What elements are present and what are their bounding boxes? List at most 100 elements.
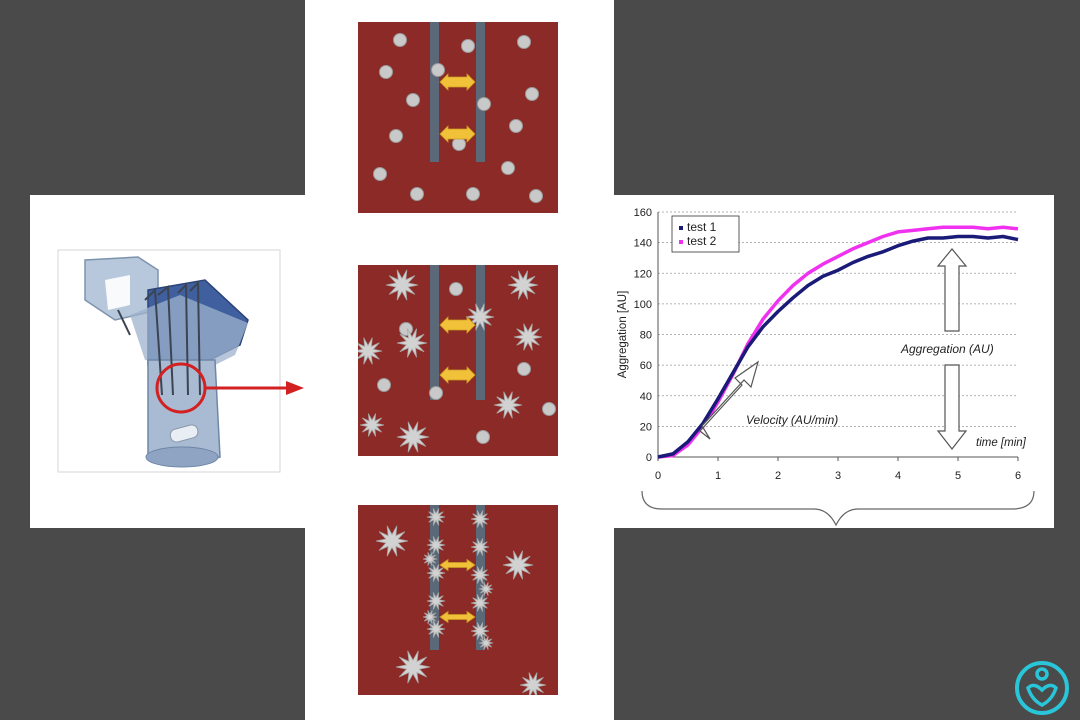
activated-platelet — [385, 269, 419, 301]
activated-platelet — [422, 552, 438, 566]
y-tick-label: 40 — [640, 391, 652, 403]
activated-platelet — [396, 328, 428, 358]
resting-platelet — [377, 378, 391, 392]
impedance-arrow-icon — [439, 316, 476, 334]
activated-platelet — [493, 391, 523, 419]
resting-platelet — [373, 167, 387, 181]
y-tick-label: 100 — [634, 299, 652, 311]
velocity-annotation: Velocity (AU/min) — [746, 413, 838, 427]
activated-platelet — [426, 508, 446, 526]
series-line-test-1 — [657, 234, 1019, 459]
x-axis-label: time [min] — [976, 437, 1027, 449]
x-tick-label: 0 — [655, 470, 661, 482]
resting-platelet — [517, 35, 531, 49]
activated-platelet — [502, 550, 534, 580]
activated-platelet — [519, 672, 547, 698]
pointer-arrow-icon — [205, 381, 304, 395]
legend-marker — [679, 240, 683, 244]
y-axis-label: Aggregation [AU] — [617, 291, 629, 379]
aggregation-annotation: Aggregation (AU) — [900, 342, 994, 356]
resting-platelet — [410, 187, 424, 201]
chart-panel: 0 20 40 60 80 100 120 140 160 0 1 2 3 4 5 6 Aggregation … — [614, 195, 1054, 528]
resting-platelet — [509, 119, 523, 133]
activated-platelet — [470, 622, 490, 640]
resting-platelet — [429, 386, 443, 400]
y-tick-label: 140 — [634, 238, 652, 250]
electrode-wire — [430, 22, 439, 162]
activated-platelet — [513, 323, 543, 351]
aggregation-down-arrow-icon — [936, 364, 968, 450]
legend-label: test 1 — [687, 220, 717, 234]
test-cuvette-icon — [84, 256, 249, 468]
y-tick-label: 80 — [640, 330, 652, 342]
aggregation-chart: 0 20 40 60 80 100 120 140 160 0 1 2 3 4 5 6 Aggregation … — [617, 207, 1035, 527]
activated-platelet — [396, 421, 430, 453]
resting-platelet — [399, 322, 413, 336]
resting-platelet — [476, 430, 490, 444]
activated-platelet — [470, 510, 490, 528]
resting-platelet — [501, 161, 515, 175]
electrode-wire — [476, 22, 485, 162]
legend-marker — [679, 226, 683, 230]
y-tick-label: 60 — [640, 360, 652, 372]
resting-platelet — [517, 362, 531, 376]
velocity-arrow-icon — [699, 360, 760, 440]
resting-platelet — [452, 137, 466, 151]
activated-platelet — [478, 582, 494, 596]
brand-logo-icon — [1015, 661, 1069, 715]
activated-platelet — [426, 592, 446, 610]
stage-aggregated-on-electrodes — [358, 505, 558, 698]
resting-platelet — [389, 129, 403, 143]
impedance-arrow-icon — [439, 558, 476, 572]
resting-platelet — [449, 282, 463, 296]
resting-platelet — [406, 93, 420, 107]
activated-platelet — [426, 564, 446, 582]
activated-platelet — [422, 610, 438, 624]
legend-label: test 2 — [687, 234, 717, 248]
device-panel — [30, 195, 305, 528]
resting-platelet — [529, 189, 543, 203]
activated-platelet — [465, 303, 495, 331]
y-tick-label: 160 — [634, 207, 652, 219]
aggregation-up-arrow-icon — [936, 248, 968, 332]
sample-chamber — [358, 22, 558, 213]
x-tick-label: 3 — [835, 470, 841, 482]
time-brace — [641, 490, 1035, 527]
x-tick-label: 2 — [775, 470, 781, 482]
activated-platelet — [470, 538, 490, 556]
y-tick-label: 120 — [634, 268, 652, 280]
resting-platelet — [477, 97, 491, 111]
impedance-arrow-icon — [439, 610, 476, 624]
resting-platelet — [542, 402, 556, 416]
activated-platelet — [426, 536, 446, 554]
electrode-wire — [476, 265, 485, 400]
stage-resting-platelets — [358, 22, 558, 213]
x-tick-label: 6 — [1015, 470, 1021, 482]
resting-platelet — [525, 87, 539, 101]
activated-platelet — [478, 636, 494, 650]
resting-platelet — [379, 65, 393, 79]
impedance-arrow-icon — [439, 366, 476, 384]
x-tick-label: 1 — [715, 470, 721, 482]
activated-platelet — [507, 270, 539, 300]
activated-platelet — [375, 525, 409, 557]
activated-platelet — [470, 594, 490, 612]
electrode-wire — [430, 265, 439, 400]
resting-platelet — [393, 33, 407, 47]
x-tick-label: 5 — [955, 470, 961, 482]
device-illustration — [57, 249, 304, 473]
impedance-arrow-icon — [439, 125, 476, 143]
activated-platelet — [426, 620, 446, 638]
y-tick-label: 20 — [640, 421, 652, 433]
activated-platelet — [359, 413, 385, 437]
resting-platelet — [431, 63, 445, 77]
y-tick-label: 0 — [646, 452, 652, 464]
resting-platelet — [461, 39, 475, 53]
x-tick-label: 4 — [895, 470, 901, 482]
activated-platelet — [470, 566, 490, 584]
stage-activated-platelets — [353, 265, 558, 456]
activated-platelet — [395, 650, 431, 684]
impedance-arrow-icon — [439, 73, 476, 91]
sample-chamber — [358, 265, 558, 456]
